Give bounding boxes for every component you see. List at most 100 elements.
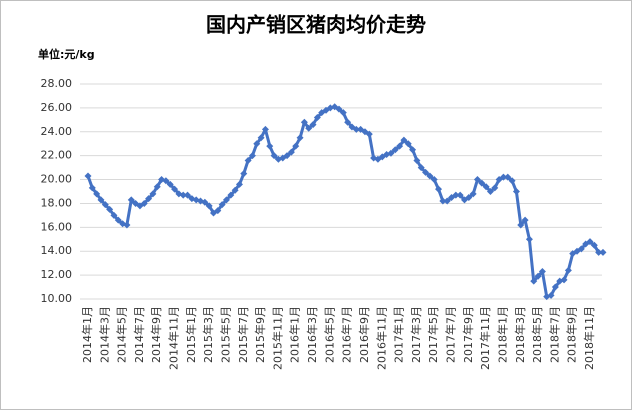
x-tick-label: 2016年7月 (340, 306, 354, 363)
data-point (97, 196, 105, 204)
x-tick-label: 2015年5月 (218, 306, 232, 363)
data-point (478, 179, 486, 187)
x-tick-label: 2014年9月 (149, 306, 163, 363)
data-point (231, 186, 239, 194)
data-point (305, 124, 313, 132)
data-point (335, 105, 343, 113)
x-tick-label: 2014年11月 (167, 306, 181, 370)
x-tick-label: 2015年7月 (236, 306, 250, 363)
data-point (101, 201, 109, 209)
x-tick-label: 2017年3月 (409, 306, 423, 363)
data-point (201, 198, 209, 206)
data-point (595, 248, 603, 256)
data-point (110, 211, 118, 219)
data-point (564, 266, 572, 274)
y-tick-label: 26.00 (41, 101, 73, 114)
x-tick-label: 2015年3月 (201, 306, 215, 363)
data-point (153, 183, 161, 191)
x-tick-label: 2014年7月 (132, 306, 146, 363)
data-point (443, 197, 451, 205)
x-tick-label: 2015年9月 (253, 306, 267, 363)
data-point (123, 221, 131, 229)
x-tick-label: 2016年5月 (322, 306, 336, 363)
y-tick-label: 10.00 (41, 292, 73, 305)
data-point (171, 185, 179, 193)
data-point (396, 142, 404, 150)
data-point (218, 201, 226, 209)
y-tick-label: 14.00 (41, 244, 73, 257)
x-tick-label: 2014年5月 (115, 306, 129, 363)
data-point (140, 199, 148, 207)
x-tick-label: 2018年11月 (582, 306, 596, 370)
data-point (248, 152, 256, 160)
data-point (439, 197, 447, 205)
data-point (365, 130, 373, 138)
data-point (534, 272, 542, 280)
data-point (525, 235, 533, 243)
data-point (586, 238, 594, 246)
x-tick-label: 2018年9月 (565, 306, 579, 363)
data-point (413, 156, 421, 164)
x-tick-label: 2015年11月 (270, 306, 284, 370)
x-tick-label: 2017年7月 (444, 306, 458, 363)
data-point (400, 136, 408, 144)
data-point (162, 177, 170, 185)
data-point (387, 149, 395, 157)
chart-title: 国内产销区猪肉均价走势 (206, 13, 426, 37)
data-point (465, 193, 473, 201)
data-point (235, 180, 243, 188)
data-point (149, 190, 157, 198)
data-point (486, 188, 494, 195)
data-point (409, 146, 417, 154)
x-tick-label: 2017年11月 (478, 306, 492, 370)
data-point (106, 205, 114, 213)
data-point (222, 196, 230, 204)
x-tick-label: 2016年11月 (374, 306, 388, 370)
data-point (504, 173, 512, 181)
data-point (214, 207, 222, 215)
data-point (551, 283, 559, 291)
x-tick-label: 2016年3月 (305, 306, 319, 363)
data-point (456, 191, 464, 199)
data-point (270, 152, 278, 160)
data-point (179, 191, 187, 199)
data-point (512, 188, 520, 195)
x-tick-label: 2017年5月 (426, 306, 440, 363)
data-point (88, 184, 96, 192)
data-point (84, 172, 92, 180)
data-point (473, 176, 481, 184)
data-point (426, 172, 434, 180)
data-point (590, 241, 598, 249)
data-point (452, 191, 460, 199)
data-point (422, 168, 430, 176)
data-point (309, 121, 317, 129)
data-point (266, 142, 274, 150)
y-tick-label: 12.00 (41, 268, 73, 281)
data-point (538, 268, 546, 276)
data-point (313, 113, 321, 121)
data-point (491, 184, 499, 192)
data-point (530, 277, 538, 285)
data-point (300, 118, 308, 126)
data-point (257, 134, 265, 142)
x-tick-label: 2018年7月 (547, 306, 561, 363)
x-tick-label: 2016年9月 (357, 306, 371, 363)
x-tick-label: 2018年3月 (513, 306, 527, 363)
data-point (292, 142, 300, 150)
y-unit-label: 单位:元/kg (38, 47, 95, 61)
data-point (166, 180, 174, 188)
x-tick-label: 2014年3月 (97, 306, 111, 363)
data-point (283, 152, 291, 160)
y-tick-label: 16.00 (41, 220, 73, 233)
x-tick-label: 2015年1月 (184, 306, 198, 363)
y-tick-label: 18.00 (41, 196, 73, 209)
y-tick-label: 28.00 (41, 77, 73, 90)
data-point (599, 248, 607, 256)
y-tick-label: 24.00 (41, 125, 73, 138)
x-tick-label: 2018年5月 (530, 306, 544, 363)
data-point (352, 125, 360, 133)
data-point (344, 118, 352, 126)
x-tick-label: 2017年9月 (461, 306, 475, 363)
data-point (296, 134, 304, 142)
data-point (417, 164, 425, 172)
